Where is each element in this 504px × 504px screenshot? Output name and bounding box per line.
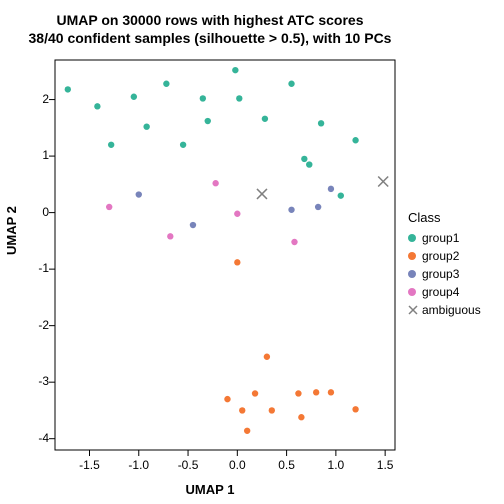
legend-title: Class (408, 210, 441, 225)
legend-item: group1 (408, 230, 459, 246)
y-tick-label: -3 (25, 374, 49, 388)
legend-label: group3 (422, 267, 459, 281)
dot-icon (408, 270, 416, 278)
x-axis-label: UMAP 1 (0, 482, 420, 497)
legend-label: ambiguous (422, 303, 481, 317)
x-tick-label: 0.5 (272, 458, 302, 472)
legend-label: group4 (422, 285, 459, 299)
x-tick-label: -1.5 (74, 458, 104, 472)
x-tick-label: -1.0 (124, 458, 154, 472)
umap-scatter-chart: UMAP on 30000 rows with highest ATC scor… (0, 0, 504, 504)
y-axis-label: UMAP 2 (4, 206, 19, 255)
legend-label: group1 (422, 231, 459, 245)
legend-item: group2 (408, 248, 459, 264)
y-tick-label: -2 (25, 318, 49, 332)
y-tick-label: 0 (25, 205, 49, 219)
y-tick-label: -4 (25, 431, 49, 445)
dot-icon (408, 288, 416, 296)
dot-icon (408, 234, 416, 242)
legend-item: ambiguous (408, 302, 481, 318)
dot-icon (408, 252, 416, 260)
y-axis-label-text: UMAP 2 (4, 206, 19, 255)
x-tick-label: 0.0 (222, 458, 252, 472)
x-tick-label: 1.0 (321, 458, 351, 472)
y-tick-label: -1 (25, 261, 49, 275)
legend-item: group3 (408, 266, 459, 282)
cross-icon (408, 305, 418, 315)
x-tick-label: -0.5 (173, 458, 203, 472)
y-tick-label: 1 (25, 148, 49, 162)
legend-label: group2 (422, 249, 459, 263)
legend-item: group4 (408, 284, 459, 300)
y-tick-label: 2 (25, 92, 49, 106)
x-tick-label: 1.5 (370, 458, 400, 472)
